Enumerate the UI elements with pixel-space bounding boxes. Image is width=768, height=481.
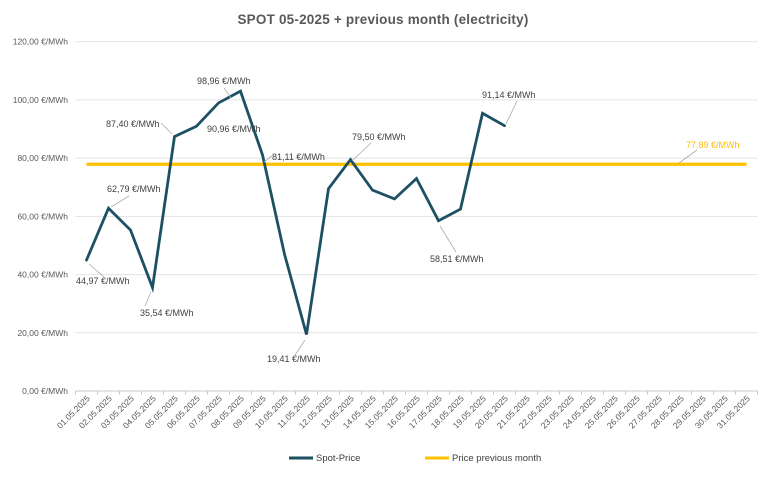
y-tick-label: 20,00 €/MWh: [17, 328, 68, 338]
y-tick-label: 40,00 €/MWh: [17, 270, 68, 280]
y-tick-label: 60,00 €/MWh: [17, 211, 68, 221]
series-lines: [85, 89, 747, 335]
y-tick-label: 0,00 €/MWh: [22, 386, 68, 396]
y-axis-labels: 120,00 €/MWh 100,00 €/MWh 80,00 €/MWh 60,00…: [13, 37, 69, 396]
data-label-leader: [144, 291, 152, 307]
data-label: 90,96 €/MWh: [207, 124, 261, 134]
data-label: 19,41 €/MWh: [267, 354, 321, 364]
data-label-leader: [294, 339, 306, 356]
data-label-leader: [439, 225, 457, 253]
data-label: 91,14 €/MWh: [482, 90, 536, 100]
data-label: 77,89 €/MWh: [686, 140, 740, 150]
data-label-leader: [351, 142, 372, 162]
y-tick-label: 120,00 €/MWh: [13, 37, 69, 47]
data-label-leader: [263, 155, 273, 163]
data-label: 62,79 €/MWh: [107, 184, 161, 194]
data-label: 58,51 €/MWh: [430, 254, 484, 264]
chart-title: SPOT 05-2025 + previous month (electrici…: [237, 12, 528, 27]
data-label: 87,40 €/MWh: [106, 119, 160, 129]
x-axis: 01.05.202502.05.202503.05.202504.05.2025…: [55, 390, 758, 430]
y-tick-label: 100,00 €/MWh: [13, 95, 69, 105]
data-label: 79,50 €/MWh: [352, 132, 406, 142]
legend-label: Price previous month: [452, 453, 541, 464]
y-tick-label: 80,00 €/MWh: [17, 153, 68, 163]
gridlines: [75, 41, 758, 334]
data-label-leader: [160, 122, 173, 135]
spot-price-line: [85, 89, 506, 335]
data-label: 35,54 €/MWh: [140, 308, 194, 318]
legend-label: Spot-Price: [316, 453, 360, 464]
data-label-leader: [110, 195, 130, 208]
data-label: 44,97 €/MWh: [76, 276, 130, 286]
data-label-leader: [678, 149, 698, 164]
data-label: 81,11 €/MWh: [272, 152, 325, 162]
legend: Spot-Price Price previous month: [289, 453, 541, 464]
data-labels: 44,97 €/MWh 62,79 €/MWh 35,54 €/MWh 87,40 €…: [76, 76, 740, 364]
data-label: 98,96 €/MWh: [197, 76, 251, 86]
data-label-leader: [505, 100, 518, 125]
data-label-leader: [223, 87, 232, 99]
data-label-leader: [88, 263, 105, 278]
